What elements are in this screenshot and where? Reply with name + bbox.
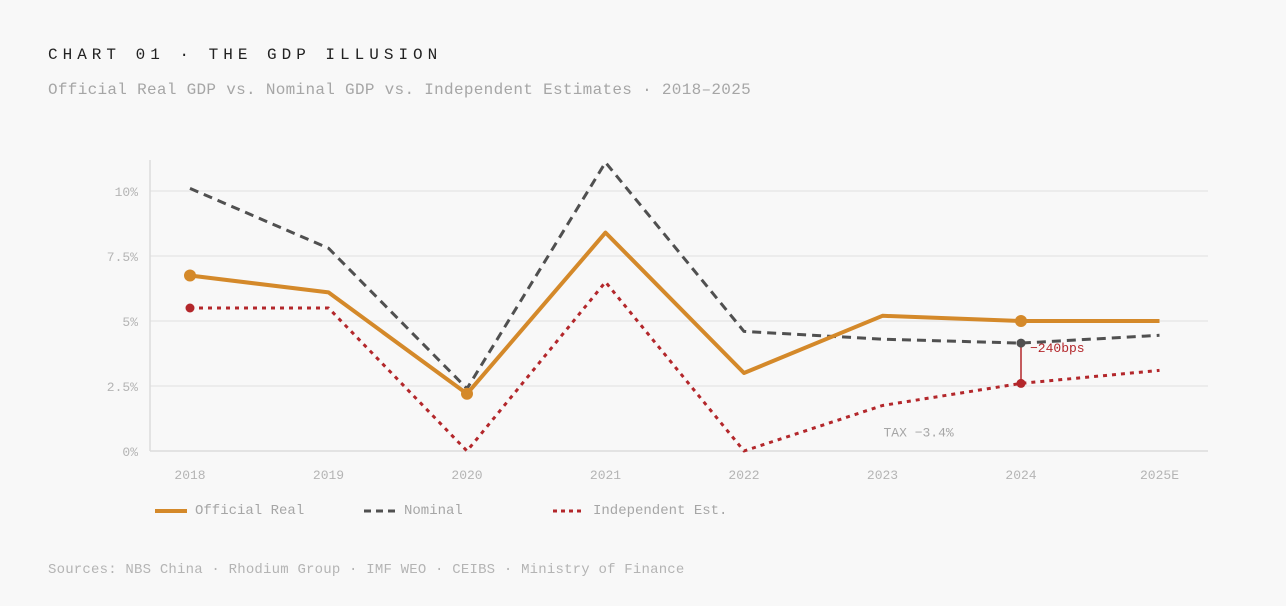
legend-item-independent: Independent Est. — [553, 503, 727, 519]
x-tick-label: 2025E — [1140, 468, 1179, 483]
y-tick-label: 10% — [115, 185, 139, 200]
chart-legend: Official Real Nominal Independent Est. — [155, 503, 727, 519]
legend-item-nominal: Nominal — [364, 503, 553, 519]
gap-annotation-label: −240bps — [1030, 341, 1085, 356]
x-tick-label: 2021 — [590, 468, 621, 483]
x-tick-label: 2022 — [728, 468, 759, 483]
legend-swatch-independent — [553, 509, 585, 513]
x-tick-label: 2020 — [451, 468, 482, 483]
series-line-independent — [190, 280, 1160, 453]
x-tick-label: 2024 — [1005, 468, 1036, 483]
legend-label-official: Official Real — [195, 503, 305, 519]
data-point-independent — [185, 303, 195, 313]
y-tick-label: 0% — [122, 445, 138, 460]
chart-subtitle: Official Real GDP vs. Nominal GDP vs. In… — [48, 81, 752, 99]
x-tick-label: 2019 — [313, 468, 344, 483]
data-point-official — [461, 387, 473, 400]
legend-swatch-official — [155, 509, 187, 513]
data-point-independent — [1016, 378, 1026, 388]
y-tick-label: 7.5% — [107, 250, 138, 265]
y-tick-label: 2.5% — [107, 380, 138, 395]
legend-label-independent: Independent Est. — [593, 503, 728, 519]
data-point-official — [1015, 315, 1027, 327]
series-line-nominal — [189, 160, 1160, 391]
series-line-official — [189, 230, 1160, 396]
x-tick-label: 2023 — [867, 468, 898, 483]
data-point-nominal — [1016, 338, 1026, 348]
sources-footnote: Sources: NBS China · Rhodium Group · IMF… — [48, 562, 685, 578]
tax-annotation-label: TAX −3.4% — [884, 426, 954, 441]
chart-title: CHART 01 · THE GDP ILLUSION — [48, 46, 443, 64]
legend-label-nominal: Nominal — [404, 503, 463, 519]
data-point-official — [184, 269, 196, 282]
legend-swatch-nominal — [364, 509, 396, 513]
y-tick-label: 5% — [122, 315, 138, 330]
legend-item-official: Official Real — [155, 503, 364, 519]
x-tick-label: 2018 — [174, 468, 205, 483]
